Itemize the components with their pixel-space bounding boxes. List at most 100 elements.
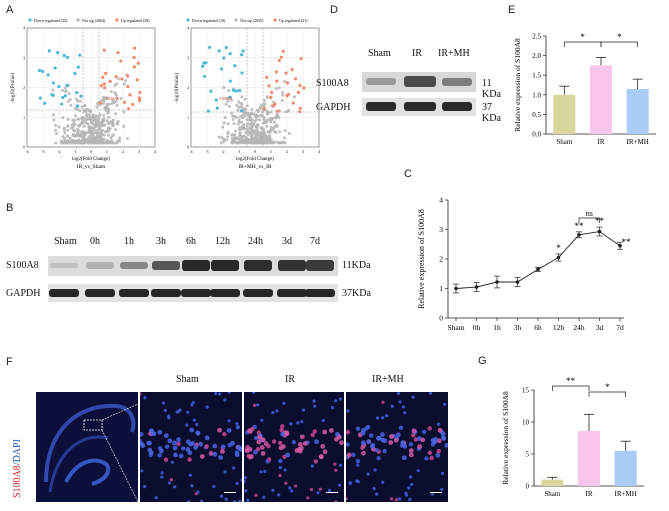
s100a8-positive-cell	[389, 497, 394, 501]
volcano-point-ns	[263, 136, 267, 140]
volcano-point-ns	[66, 128, 70, 132]
volcano-point-ns	[105, 102, 109, 106]
volcano-point-ns	[240, 102, 244, 106]
lane-label: 0h	[90, 236, 100, 247]
legend-up-marker	[115, 18, 119, 22]
volcano-point-ns	[76, 99, 80, 103]
blot-d-s100a8-strip	[362, 72, 476, 92]
volcano-point-ns	[113, 83, 117, 87]
scale-bar	[430, 492, 442, 493]
dapi-nucleus	[185, 423, 189, 427]
volcano-point-ns	[271, 116, 275, 120]
volcano-left: Down regulated (32) Not sig (2064) Up re…	[11, 18, 156, 170]
volcano-point-ns	[274, 130, 278, 134]
volcano-point-down	[231, 88, 235, 92]
significance-label: *	[605, 382, 610, 392]
s100a8-positive-cell	[277, 440, 283, 446]
dapi-nucleus	[176, 437, 181, 443]
volcano-point-ns	[265, 124, 269, 128]
volcano-point-ns	[235, 116, 239, 120]
volcano-point-down	[206, 109, 211, 113]
s100a8-positive-cell	[339, 440, 344, 446]
dapi-nucleus	[440, 435, 446, 441]
col-label-sham: Sham	[176, 374, 199, 385]
dapi-nucleus	[232, 466, 236, 470]
volcano-point-ns	[252, 141, 256, 145]
dapi-nucleus	[289, 422, 293, 426]
size-label-11kda: 11 KDa	[482, 78, 501, 100]
volcano-point-ns	[122, 82, 126, 86]
dapi-nucleus	[338, 463, 343, 467]
volcano-point-ns	[263, 120, 267, 124]
dapi-nucleus	[154, 496, 158, 500]
x-tick-label: 4	[154, 150, 156, 154]
lane-label: 7d	[310, 236, 320, 247]
volcano-point-ns	[102, 133, 106, 137]
s100a8-positive-cell	[271, 439, 277, 444]
volcano-point-ns	[95, 135, 99, 139]
legend-down-text: Down regulated (18)	[192, 18, 226, 23]
volcano-point-ns	[78, 134, 82, 138]
volcano-point-up	[136, 61, 140, 65]
dapi-nucleus	[218, 392, 222, 396]
volcano-point-up	[99, 84, 103, 88]
volcano-point-ns	[78, 109, 82, 113]
s100a8-positive-cell	[254, 493, 258, 497]
volcano-point-ns	[67, 92, 71, 96]
volcano-point-ns	[245, 129, 249, 133]
x-tick-label: 0	[90, 150, 92, 154]
volcano-point-ns	[236, 108, 240, 112]
volcano-point-ns	[261, 110, 265, 114]
volcano-point-ns	[95, 140, 99, 144]
volcano-point-up	[120, 77, 124, 81]
volcano-point-ns	[95, 130, 99, 134]
volcano-point-ns	[270, 127, 274, 131]
significance-label: *	[556, 243, 561, 253]
s100a8-band	[86, 262, 114, 269]
s100a8-positive-cell	[208, 451, 214, 456]
legend-up-marker	[273, 18, 277, 22]
s100a8-positive-cell	[220, 449, 225, 455]
volcano-point-ns	[123, 79, 127, 83]
dapi-nucleus	[143, 485, 147, 489]
dapi-nucleus	[348, 481, 352, 485]
y-tick-label: 0	[23, 146, 25, 150]
volcano-point-ns	[278, 130, 282, 134]
dapi-nucleus	[398, 425, 404, 431]
s100a8-positive-cell	[333, 462, 337, 466]
dapi-nucleus	[263, 469, 267, 474]
volcano-point-ns	[65, 134, 69, 138]
volcano-point-ns	[64, 89, 68, 93]
dapi-nucleus	[253, 435, 259, 441]
data-point	[495, 280, 499, 284]
y-tick-label: 0.0	[532, 131, 541, 139]
micrograph-ir-mh	[346, 392, 448, 502]
dapi-nucleus	[186, 500, 191, 502]
volcano-point-up	[265, 75, 269, 79]
volcano-point-ns	[111, 118, 115, 122]
dapi-nucleus	[173, 452, 178, 458]
volcano-point-up	[126, 84, 130, 89]
volcano-point-ns	[231, 138, 235, 142]
dapi-nucleus	[192, 418, 196, 422]
chart-e: 0.0 0.5 1.0 1.5 2.0 2.5 Relative expression of…	[513, 32, 656, 146]
dapi-nucleus	[277, 493, 281, 497]
volcano-point-ns	[89, 129, 93, 133]
volcano-left-ylabel: -log10(Pvalue)	[11, 73, 16, 103]
volcano-point-down	[209, 89, 213, 93]
volcano-point-ns	[237, 118, 241, 122]
x-tick-label: 12h	[553, 323, 565, 332]
volcano-point-ns	[61, 116, 65, 120]
s100a8-positive-cell	[310, 432, 315, 438]
size-label-37kda: 37 KDa	[482, 102, 501, 124]
volcano-point-ns	[79, 130, 83, 134]
volcano-point-ns	[239, 135, 243, 139]
dapi-nucleus	[380, 432, 385, 437]
x-tick-label: 1h	[493, 323, 501, 332]
volcano-point-ns	[65, 139, 69, 143]
dapi-nucleus	[397, 497, 402, 501]
dapi-nucleus	[143, 396, 147, 400]
dapi-nucleus	[161, 401, 166, 405]
volcano-point-ns	[246, 133, 250, 137]
volcano-point-ns	[54, 123, 58, 127]
